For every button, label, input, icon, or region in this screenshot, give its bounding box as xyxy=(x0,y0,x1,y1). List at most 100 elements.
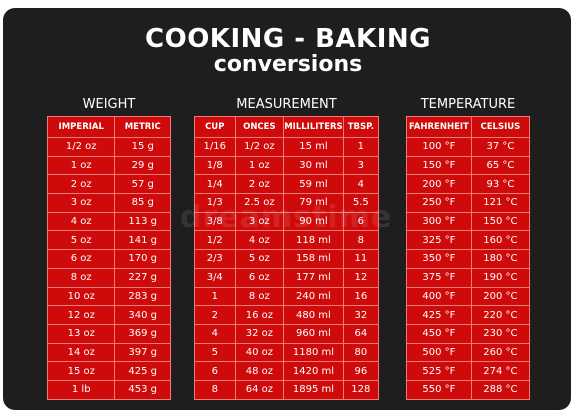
table-cell: 1/16 xyxy=(194,137,236,157)
table-cell: 40 oz xyxy=(234,342,285,363)
table-row: 250 °F 121 °C xyxy=(406,193,531,213)
table-cell: 10 oz xyxy=(46,286,116,307)
table-cell: 141 g xyxy=(114,230,171,251)
table-cell: 30 ml xyxy=(283,155,344,176)
table-cell: 15 oz xyxy=(46,361,116,381)
table-cell: 170 g xyxy=(114,249,171,269)
table-cell: 220 °C xyxy=(470,305,531,325)
table-cell: 3/4 xyxy=(194,267,236,288)
table-cell: 64 xyxy=(342,323,380,344)
table-cell: 288 °C xyxy=(470,379,531,400)
table-cell: 227 g xyxy=(114,267,171,288)
table-cell: 550 °F xyxy=(406,379,472,400)
table-cell: 453 g xyxy=(114,379,171,400)
table-row: 400 °F 200 °C xyxy=(406,286,531,307)
table-row: 300 °F 150 °C xyxy=(406,211,531,232)
table-cell: 325 °F xyxy=(406,230,472,251)
table-cell: 1 xyxy=(194,286,236,307)
table-cell: 29 g xyxy=(114,155,171,176)
table-row: 13 oz 369 g xyxy=(46,323,171,344)
table-cell: 1420 ml xyxy=(283,361,344,381)
table-row: 1/2 oz 15 g xyxy=(46,137,171,157)
table-row: 6 48 oz 1420 ml 96 xyxy=(194,361,380,381)
table-row: 550 °F 288 °C xyxy=(406,379,531,400)
table-cell: 59 ml xyxy=(283,174,344,195)
table-cell: 1895 ml xyxy=(283,379,344,400)
table-cell: 11 xyxy=(342,249,380,269)
table-cell: 1 xyxy=(342,137,380,157)
table-cell: 32 xyxy=(342,305,380,325)
table-cell: 369 g xyxy=(114,323,171,344)
table-cell: 12 oz xyxy=(46,305,116,325)
table-cell: 450 °F xyxy=(406,323,472,344)
table-cell: 5 oz xyxy=(234,249,285,269)
table-cell: 2 xyxy=(194,305,236,325)
table-cell: 525 °F xyxy=(406,361,472,381)
table-cell: 80 xyxy=(342,342,380,363)
table-cell: 500 °F xyxy=(406,342,472,363)
table-row: 450 °F 230 °C xyxy=(406,323,531,344)
column-header: CELSIUS xyxy=(470,116,531,138)
table-cell: 250 °F xyxy=(406,193,472,213)
table-cell: 1/8 xyxy=(194,155,236,176)
table-row: 14 oz 397 g xyxy=(46,342,171,363)
table-row: 375 °F 190 °C xyxy=(406,267,531,288)
table-row: 1/16 1/2 oz 15 ml 1 xyxy=(194,137,380,157)
table-cell: 397 g xyxy=(114,342,171,363)
table-row: 8 64 oz 1895 ml 128 xyxy=(194,379,380,400)
table-row: 325 °F 160 °C xyxy=(406,230,531,251)
table-cell: 113 g xyxy=(114,211,171,232)
table-row: 525 °F 274 °C xyxy=(406,361,531,381)
table-cell: 64 oz xyxy=(234,379,285,400)
table-row: 3 oz 85 g xyxy=(46,193,171,213)
table-cell: 375 °F xyxy=(406,267,472,288)
table-cell: 4 xyxy=(194,323,236,344)
measurement-table: CUP ONCES MILLILITERS TBSP. 1/16 1/2 oz 15 ml 1… xyxy=(194,116,380,400)
column-header: MILLILITERS xyxy=(283,116,344,138)
table-cell: 85 g xyxy=(114,193,171,213)
table-cell: 200 °C xyxy=(470,286,531,307)
table-cell: 340 g xyxy=(114,305,171,325)
table-cell: 1180 ml xyxy=(283,342,344,363)
table-cell: 121 °C xyxy=(470,193,531,213)
table-cell: 16 oz xyxy=(234,305,285,325)
table-cell: 158 ml xyxy=(283,249,344,269)
table-row: 12 oz 340 g xyxy=(46,305,171,325)
table-cell: 8 xyxy=(194,379,236,400)
table-cell: 14 oz xyxy=(46,342,116,363)
table-row: 425 °F 220 °C xyxy=(406,305,531,325)
table-cell: 1/2 oz xyxy=(46,137,116,157)
table-cell: 150 °F xyxy=(406,155,472,176)
table-cell: 240 ml xyxy=(283,286,344,307)
column-header: ONCES xyxy=(234,116,285,138)
table-cell: 3 oz xyxy=(46,193,116,213)
watermark: dreamstime xyxy=(180,200,393,235)
table-cell: 1 lb xyxy=(46,379,116,400)
table-row: 150 °F 65 °C xyxy=(406,155,531,176)
table-cell: 960 ml xyxy=(283,323,344,344)
table-cell: 128 xyxy=(342,379,380,400)
weight-heading: WEIGHT xyxy=(82,97,136,112)
table-row: 1/4 2 oz 59 ml 4 xyxy=(194,174,380,195)
table-cell: 2/3 xyxy=(194,249,236,269)
table-cell: 15 ml xyxy=(283,137,344,157)
table-row: 2 oz 57 g xyxy=(46,174,171,195)
table-row: 15 oz 425 g xyxy=(46,361,171,381)
measurement-heading: MEASUREMENT xyxy=(236,97,337,112)
table-row: 100 °F 37 °C xyxy=(406,137,531,157)
column-header: CUP xyxy=(194,116,236,138)
table-cell: 3 xyxy=(342,155,380,176)
table-cell: 400 °F xyxy=(406,286,472,307)
table-cell: 4 oz xyxy=(46,211,116,232)
table-cell: 230 °C xyxy=(470,323,531,344)
table-row: 4 oz 113 g xyxy=(46,211,171,232)
table-row: 1 oz 29 g xyxy=(46,155,171,176)
table-row: 6 oz 170 g xyxy=(46,249,171,269)
table-cell: 200 °F xyxy=(406,174,472,195)
table-row: 3/8 3 oz 90 ml 6 xyxy=(194,211,380,232)
table-row: 1 lb 453 g xyxy=(46,379,171,400)
column-header: METRIC xyxy=(114,116,171,138)
table-cell: 8 oz xyxy=(234,286,285,307)
page-subtitle: conversions xyxy=(213,52,363,77)
